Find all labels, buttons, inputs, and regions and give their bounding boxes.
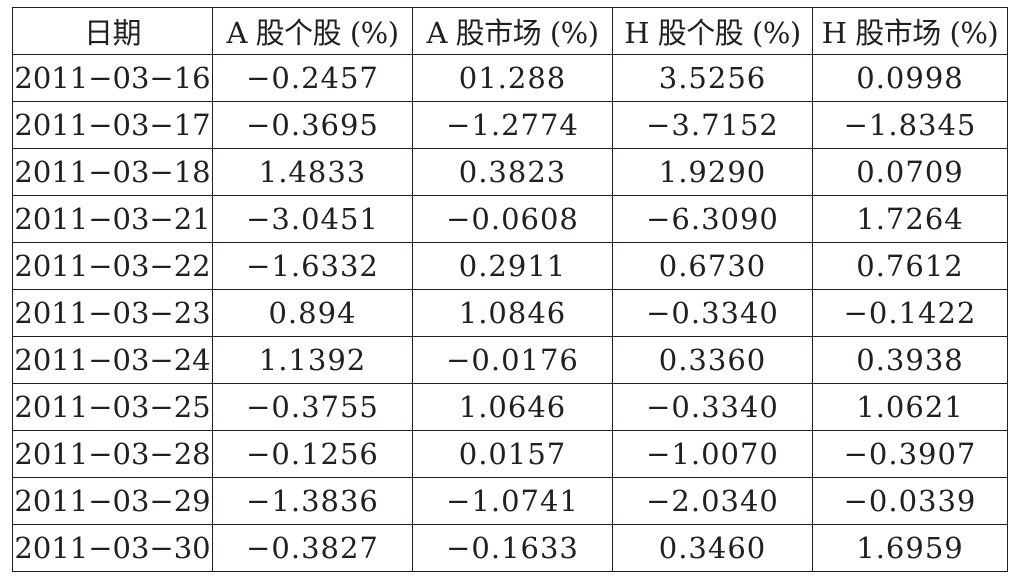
a-share-market-cell: 0.0157: [412, 430, 613, 478]
h-share-stock-cell: −1.0070: [612, 430, 813, 478]
date-cell: 2011−03−21: [12, 195, 213, 243]
a-share-market-cell: −0.0608: [412, 195, 613, 243]
table-row: 2011−03−24 1.1392 −0.0176 0.3360 0.3938: [12, 336, 1008, 384]
date-cell: 2011−03−25: [12, 383, 213, 431]
table-row: 2011−03−18 1.4833 0.3823 1.9290 0.0709: [12, 148, 1008, 196]
h-share-market-cell: −0.0339: [812, 477, 1008, 525]
date-cell: 2011−03−30: [12, 524, 213, 572]
a-share-stock-cell: −1.3836: [212, 477, 413, 525]
a-share-stock-cell: 0.894: [212, 289, 413, 337]
h-share-market-cell: 1.0621: [812, 383, 1008, 431]
h-share-stock-cell: −0.3340: [612, 289, 813, 337]
a-share-market-cell: −1.0741: [412, 477, 613, 525]
h-share-stock-cell: −3.7152: [612, 101, 813, 149]
table-row: 2011−03−16 −0.2457 01.288 3.5256 0.0998: [12, 54, 1008, 102]
table-row: 2011−03−30 −0.3827 −0.1633 0.3460 1.6959: [12, 524, 1008, 572]
h-share-market-cell: 1.7264: [812, 195, 1008, 243]
header-a-share-market: A 股市场 (%): [412, 7, 613, 55]
header-h-share-stock: H 股个股 (%): [612, 7, 813, 55]
date-cell: 2011−03−24: [12, 336, 213, 384]
h-share-market-cell: −1.8345: [812, 101, 1008, 149]
h-share-market-cell: 1.6959: [812, 524, 1008, 572]
header-date: 日期: [12, 7, 213, 55]
h-share-market-cell: −0.3907: [812, 430, 1008, 478]
table-row: 2011−03−29 −1.3836 −1.0741 −2.0340 −0.03…: [12, 477, 1008, 525]
h-share-stock-cell: −6.3090: [612, 195, 813, 243]
date-cell: 2011−03−23: [12, 289, 213, 337]
a-share-stock-cell: −3.0451: [212, 195, 413, 243]
a-share-stock-cell: −0.2457: [212, 54, 413, 102]
a-share-market-cell: 1.0646: [412, 383, 613, 431]
h-share-market-cell: −0.1422: [812, 289, 1008, 337]
h-share-stock-cell: 1.9290: [612, 148, 813, 196]
h-share-stock-cell: 0.6730: [612, 242, 813, 290]
h-share-market-cell: 0.0709: [812, 148, 1008, 196]
table-row: 2011−03−17 −0.3695 −1.2774 −3.7152 −1.83…: [12, 101, 1008, 149]
a-share-stock-cell: −0.3695: [212, 101, 413, 149]
a-share-stock-cell: 1.4833: [212, 148, 413, 196]
a-share-stock-cell: 1.1392: [212, 336, 413, 384]
table-body: 2011−03−16 −0.2457 01.288 3.5256 0.0998 …: [12, 54, 1008, 572]
h-share-stock-cell: 0.3360: [612, 336, 813, 384]
h-share-stock-cell: −2.0340: [612, 477, 813, 525]
header-a-share-stock: A 股个股 (%): [212, 7, 413, 55]
h-share-stock-cell: −0.3340: [612, 383, 813, 431]
table-header-row: 日期 A 股个股 (%) A 股市场 (%) H 股个股 (%) H 股市场 (…: [12, 7, 1008, 55]
a-share-stock-cell: −0.3755: [212, 383, 413, 431]
stock-returns-table: 日期 A 股个股 (%) A 股市场 (%) H 股个股 (%) H 股市场 (…: [12, 7, 1008, 572]
a-share-market-cell: −0.0176: [412, 336, 613, 384]
date-cell: 2011−03−16: [12, 54, 213, 102]
a-share-market-cell: 0.2911: [412, 242, 613, 290]
h-share-stock-cell: 3.5256: [612, 54, 813, 102]
date-cell: 2011−03−28: [12, 430, 213, 478]
header-h-share-market: H 股市场 (%): [812, 7, 1008, 55]
a-share-stock-cell: −0.3827: [212, 524, 413, 572]
date-cell: 2011−03−17: [12, 101, 213, 149]
table-row: 2011−03−23 0.894 1.0846 −0.3340 −0.1422: [12, 289, 1008, 337]
a-share-market-cell: 1.0846: [412, 289, 613, 337]
date-cell: 2011−03−22: [12, 242, 213, 290]
table-row: 2011−03−22 −1.6332 0.2911 0.6730 0.7612: [12, 242, 1008, 290]
table-row: 2011−03−21 −3.0451 −0.0608 −6.3090 1.726…: [12, 195, 1008, 243]
h-share-market-cell: 0.0998: [812, 54, 1008, 102]
table-row: 2011−03−28 −0.1256 0.0157 −1.0070 −0.390…: [12, 430, 1008, 478]
a-share-stock-cell: −1.6332: [212, 242, 413, 290]
a-share-market-cell: 01.288: [412, 54, 613, 102]
a-share-market-cell: 0.3823: [412, 148, 613, 196]
a-share-stock-cell: −0.1256: [212, 430, 413, 478]
date-cell: 2011−03−18: [12, 148, 213, 196]
a-share-market-cell: −0.1633: [412, 524, 613, 572]
h-share-market-cell: 0.7612: [812, 242, 1008, 290]
a-share-market-cell: −1.2774: [412, 101, 613, 149]
h-share-stock-cell: 0.3460: [612, 524, 813, 572]
h-share-market-cell: 0.3938: [812, 336, 1008, 384]
table-row: 2011−03−25 −0.3755 1.0646 −0.3340 1.0621: [12, 383, 1008, 431]
date-cell: 2011−03−29: [12, 477, 213, 525]
